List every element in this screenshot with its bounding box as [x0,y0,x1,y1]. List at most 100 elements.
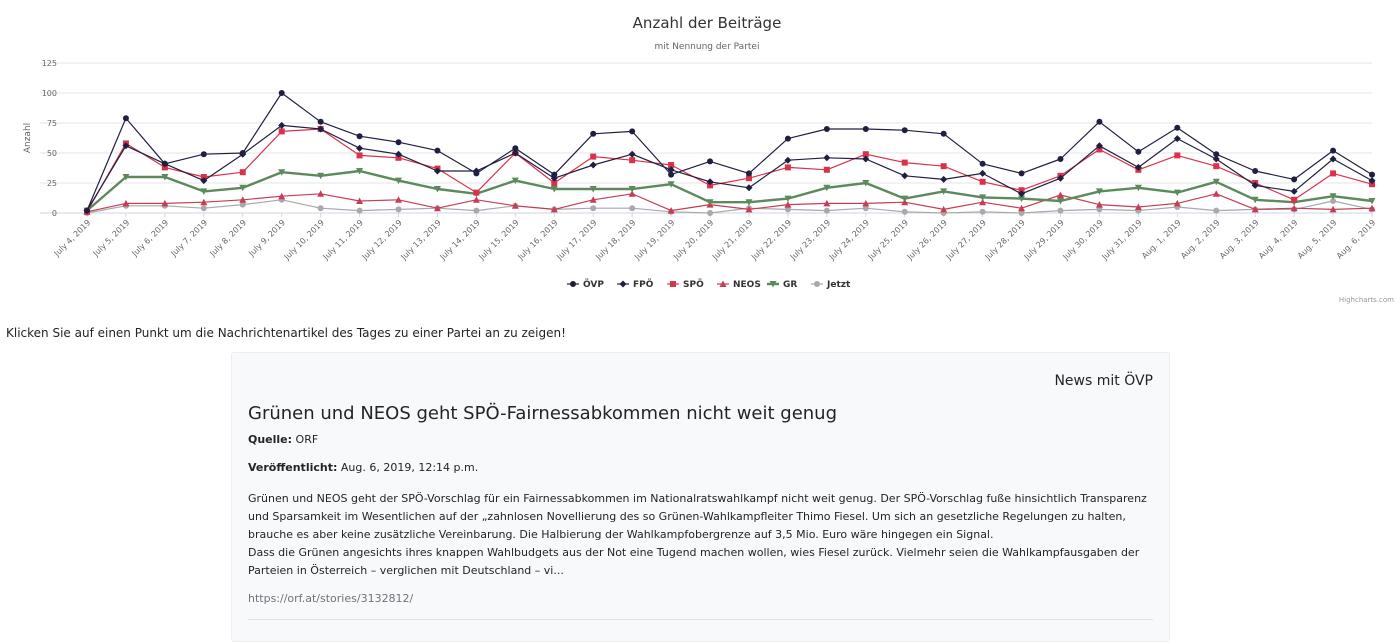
series-layer[interactable] [83,90,1376,216]
data-point[interactable] [862,151,869,158]
data-point[interactable] [979,178,986,185]
legend-item[interactable]: SPÖ [667,279,704,290]
data-point[interactable] [862,199,870,207]
data-point[interactable] [395,196,403,203]
data-point[interactable] [1056,198,1064,205]
data-point[interactable] [1096,118,1103,125]
data-point[interactable] [1252,168,1259,174]
data-point[interactable] [1329,205,1337,213]
data-point[interactable] [667,181,675,188]
data-point[interactable] [628,186,636,193]
data-point[interactable] [629,128,636,135]
data-point[interactable] [1329,155,1337,163]
article-link[interactable]: https://orf.at/stories/3132812/ [248,592,414,605]
data-point[interactable] [122,199,130,207]
data-point[interactable] [823,126,830,132]
data-point[interactable] [1134,184,1142,192]
data-point[interactable] [1290,204,1298,212]
legend-marker[interactable] [814,281,820,287]
legend-marker[interactable] [619,280,627,288]
data-point[interactable] [1018,210,1025,216]
data-point[interactable] [1018,204,1026,212]
data-point[interactable] [1212,190,1220,197]
data-point[interactable] [550,186,558,193]
data-point[interactable] [200,198,208,206]
data-point[interactable] [628,150,636,158]
data-point[interactable] [1368,198,1376,205]
data-point[interactable] [784,206,791,213]
legend-label[interactable]: Jetzt [826,280,851,290]
series-line[interactable] [86,128,1373,213]
data-point[interactable] [1369,171,1375,178]
data-point[interactable] [823,154,831,162]
data-point[interactable] [1173,199,1181,207]
data-point[interactable] [745,175,752,182]
series-NEOS[interactable] [83,190,1376,215]
legend-item[interactable]: FPÖ [617,279,654,290]
data-point[interactable] [1369,181,1375,188]
data-point[interactable] [239,150,246,156]
data-point[interactable] [979,194,987,201]
data-point[interactable] [1251,196,1259,204]
series-line[interactable] [86,199,1373,214]
data-point[interactable] [1134,163,1142,171]
series-line[interactable] [86,124,1373,211]
data-point[interactable] [1330,198,1337,204]
data-point[interactable] [784,156,792,164]
data-point[interactable] [317,118,324,125]
data-point[interactable] [278,121,286,129]
data-point[interactable] [239,169,246,176]
data-point[interactable] [745,205,753,213]
data-point[interactable] [161,164,168,171]
legend-label[interactable]: GR [783,280,797,290]
data-point[interactable] [784,195,792,203]
data-point[interactable] [706,199,714,206]
data-point[interactable] [823,166,830,173]
data-point[interactable] [395,150,403,158]
data-point[interactable] [1174,124,1181,131]
data-point[interactable] [433,204,441,212]
data-point[interactable] [784,201,792,208]
data-point[interactable] [1251,205,1259,213]
data-point[interactable] [707,210,714,216]
data-point[interactable] [550,205,558,213]
data-point[interactable] [901,159,908,166]
data-point[interactable] [979,169,987,177]
data-point[interactable] [317,125,325,133]
data-point[interactable] [707,182,714,189]
data-point[interactable] [1212,178,1220,186]
data-point[interactable] [784,135,791,142]
data-point[interactable] [200,205,207,212]
data-point[interactable] [122,142,130,150]
data-point[interactable] [1135,148,1142,155]
series-line[interactable] [86,92,1373,211]
data-point[interactable] [395,177,403,185]
data-point[interactable] [979,208,986,215]
data-point[interactable] [901,127,908,134]
data-point[interactable] [239,196,247,203]
series-line[interactable] [86,193,1373,213]
data-point[interactable] [1213,163,1220,170]
legend-marker[interactable] [719,280,727,288]
data-point[interactable] [122,115,129,122]
data-point[interactable] [1057,156,1064,162]
data-point[interactable] [940,163,947,170]
data-point[interactable] [473,207,480,214]
data-point[interactable] [473,189,480,196]
data-point[interactable] [1213,151,1220,158]
legend-item[interactable]: NEOS [717,280,761,290]
data-point[interactable] [433,186,441,193]
data-point[interactable] [1095,201,1103,208]
data-point[interactable] [1173,135,1181,143]
data-point[interactable] [706,178,714,186]
data-point[interactable] [1290,187,1298,195]
data-point[interactable] [784,164,791,171]
data-point[interactable] [278,90,285,96]
data-point[interactable] [512,145,519,152]
data-point[interactable] [745,170,752,177]
data-point[interactable] [823,184,831,192]
data-point[interactable] [668,162,675,168]
data-point[interactable] [1018,190,1026,198]
data-point[interactable] [1368,177,1376,185]
data-point[interactable] [356,207,363,214]
